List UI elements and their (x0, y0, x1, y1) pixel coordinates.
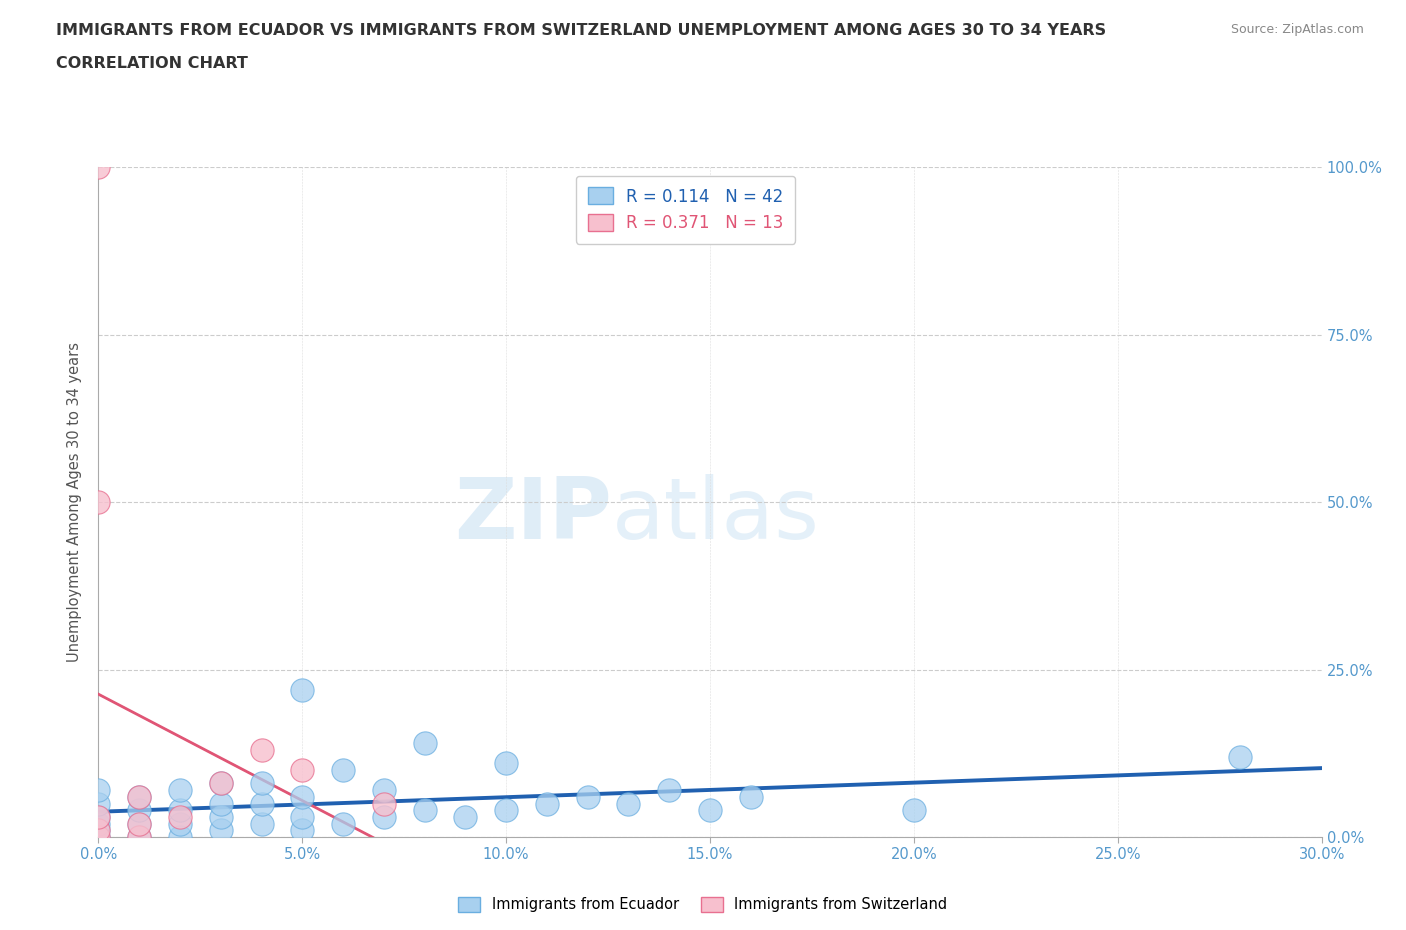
Point (209, 776, 232, 790)
Text: Source: ZipAtlas.com: Source: ZipAtlas.com (1230, 23, 1364, 36)
Point (250, 742, 273, 757)
Point (209, 776, 232, 790)
Point (87, 823, 110, 838)
Y-axis label: Unemployment Among Ages 30 to 34 years: Unemployment Among Ages 30 to 34 years (67, 342, 83, 662)
Text: atlas: atlas (612, 474, 820, 557)
Point (373, 783, 395, 798)
Point (87, 783, 110, 798)
Point (169, 809, 191, 824)
Point (413, 803, 436, 817)
Text: ZIP: ZIP (454, 474, 612, 557)
Point (87, 823, 110, 838)
Point (87, 796, 110, 811)
Point (291, 683, 314, 698)
Point (128, 817, 150, 831)
Point (413, 736, 436, 751)
Point (87, 830, 110, 844)
Point (87, 830, 110, 844)
Point (332, 817, 354, 831)
Point (87, 809, 110, 824)
Point (291, 823, 314, 838)
Point (250, 796, 273, 811)
Point (128, 803, 150, 817)
Point (291, 790, 314, 804)
Point (373, 796, 395, 811)
Legend: Immigrants from Ecuador, Immigrants from Switzerland: Immigrants from Ecuador, Immigrants from… (453, 891, 953, 918)
Point (87, 817, 110, 831)
Point (128, 817, 150, 831)
Point (291, 809, 314, 824)
Point (128, 790, 150, 804)
Point (332, 763, 354, 777)
Point (209, 796, 232, 811)
Legend: R = 0.114   N = 42, R = 0.371   N = 13: R = 0.114 N = 42, R = 0.371 N = 13 (576, 176, 794, 244)
Point (1229, 750, 1251, 764)
Point (373, 809, 395, 824)
Point (169, 803, 191, 817)
Point (291, 763, 314, 777)
Point (699, 803, 721, 817)
Point (740, 790, 762, 804)
Point (87, 809, 110, 824)
Point (87, 160, 110, 175)
Point (495, 756, 517, 771)
Point (250, 776, 273, 790)
Point (209, 809, 232, 824)
Point (169, 817, 191, 831)
Point (495, 803, 517, 817)
Point (128, 830, 150, 844)
Point (209, 823, 232, 838)
Text: IMMIGRANTS FROM ECUADOR VS IMMIGRANTS FROM SWITZERLAND UNEMPLOYMENT AMONG AGES 3: IMMIGRANTS FROM ECUADOR VS IMMIGRANTS FR… (56, 23, 1107, 38)
Point (454, 809, 477, 824)
Point (617, 796, 640, 811)
Point (128, 830, 150, 844)
Point (128, 790, 150, 804)
Point (87, 495, 110, 510)
Text: CORRELATION CHART: CORRELATION CHART (56, 56, 247, 71)
Point (903, 803, 925, 817)
Point (536, 796, 558, 811)
Point (576, 790, 599, 804)
Point (169, 783, 191, 798)
Point (250, 817, 273, 831)
Point (658, 783, 681, 798)
Point (169, 830, 191, 844)
